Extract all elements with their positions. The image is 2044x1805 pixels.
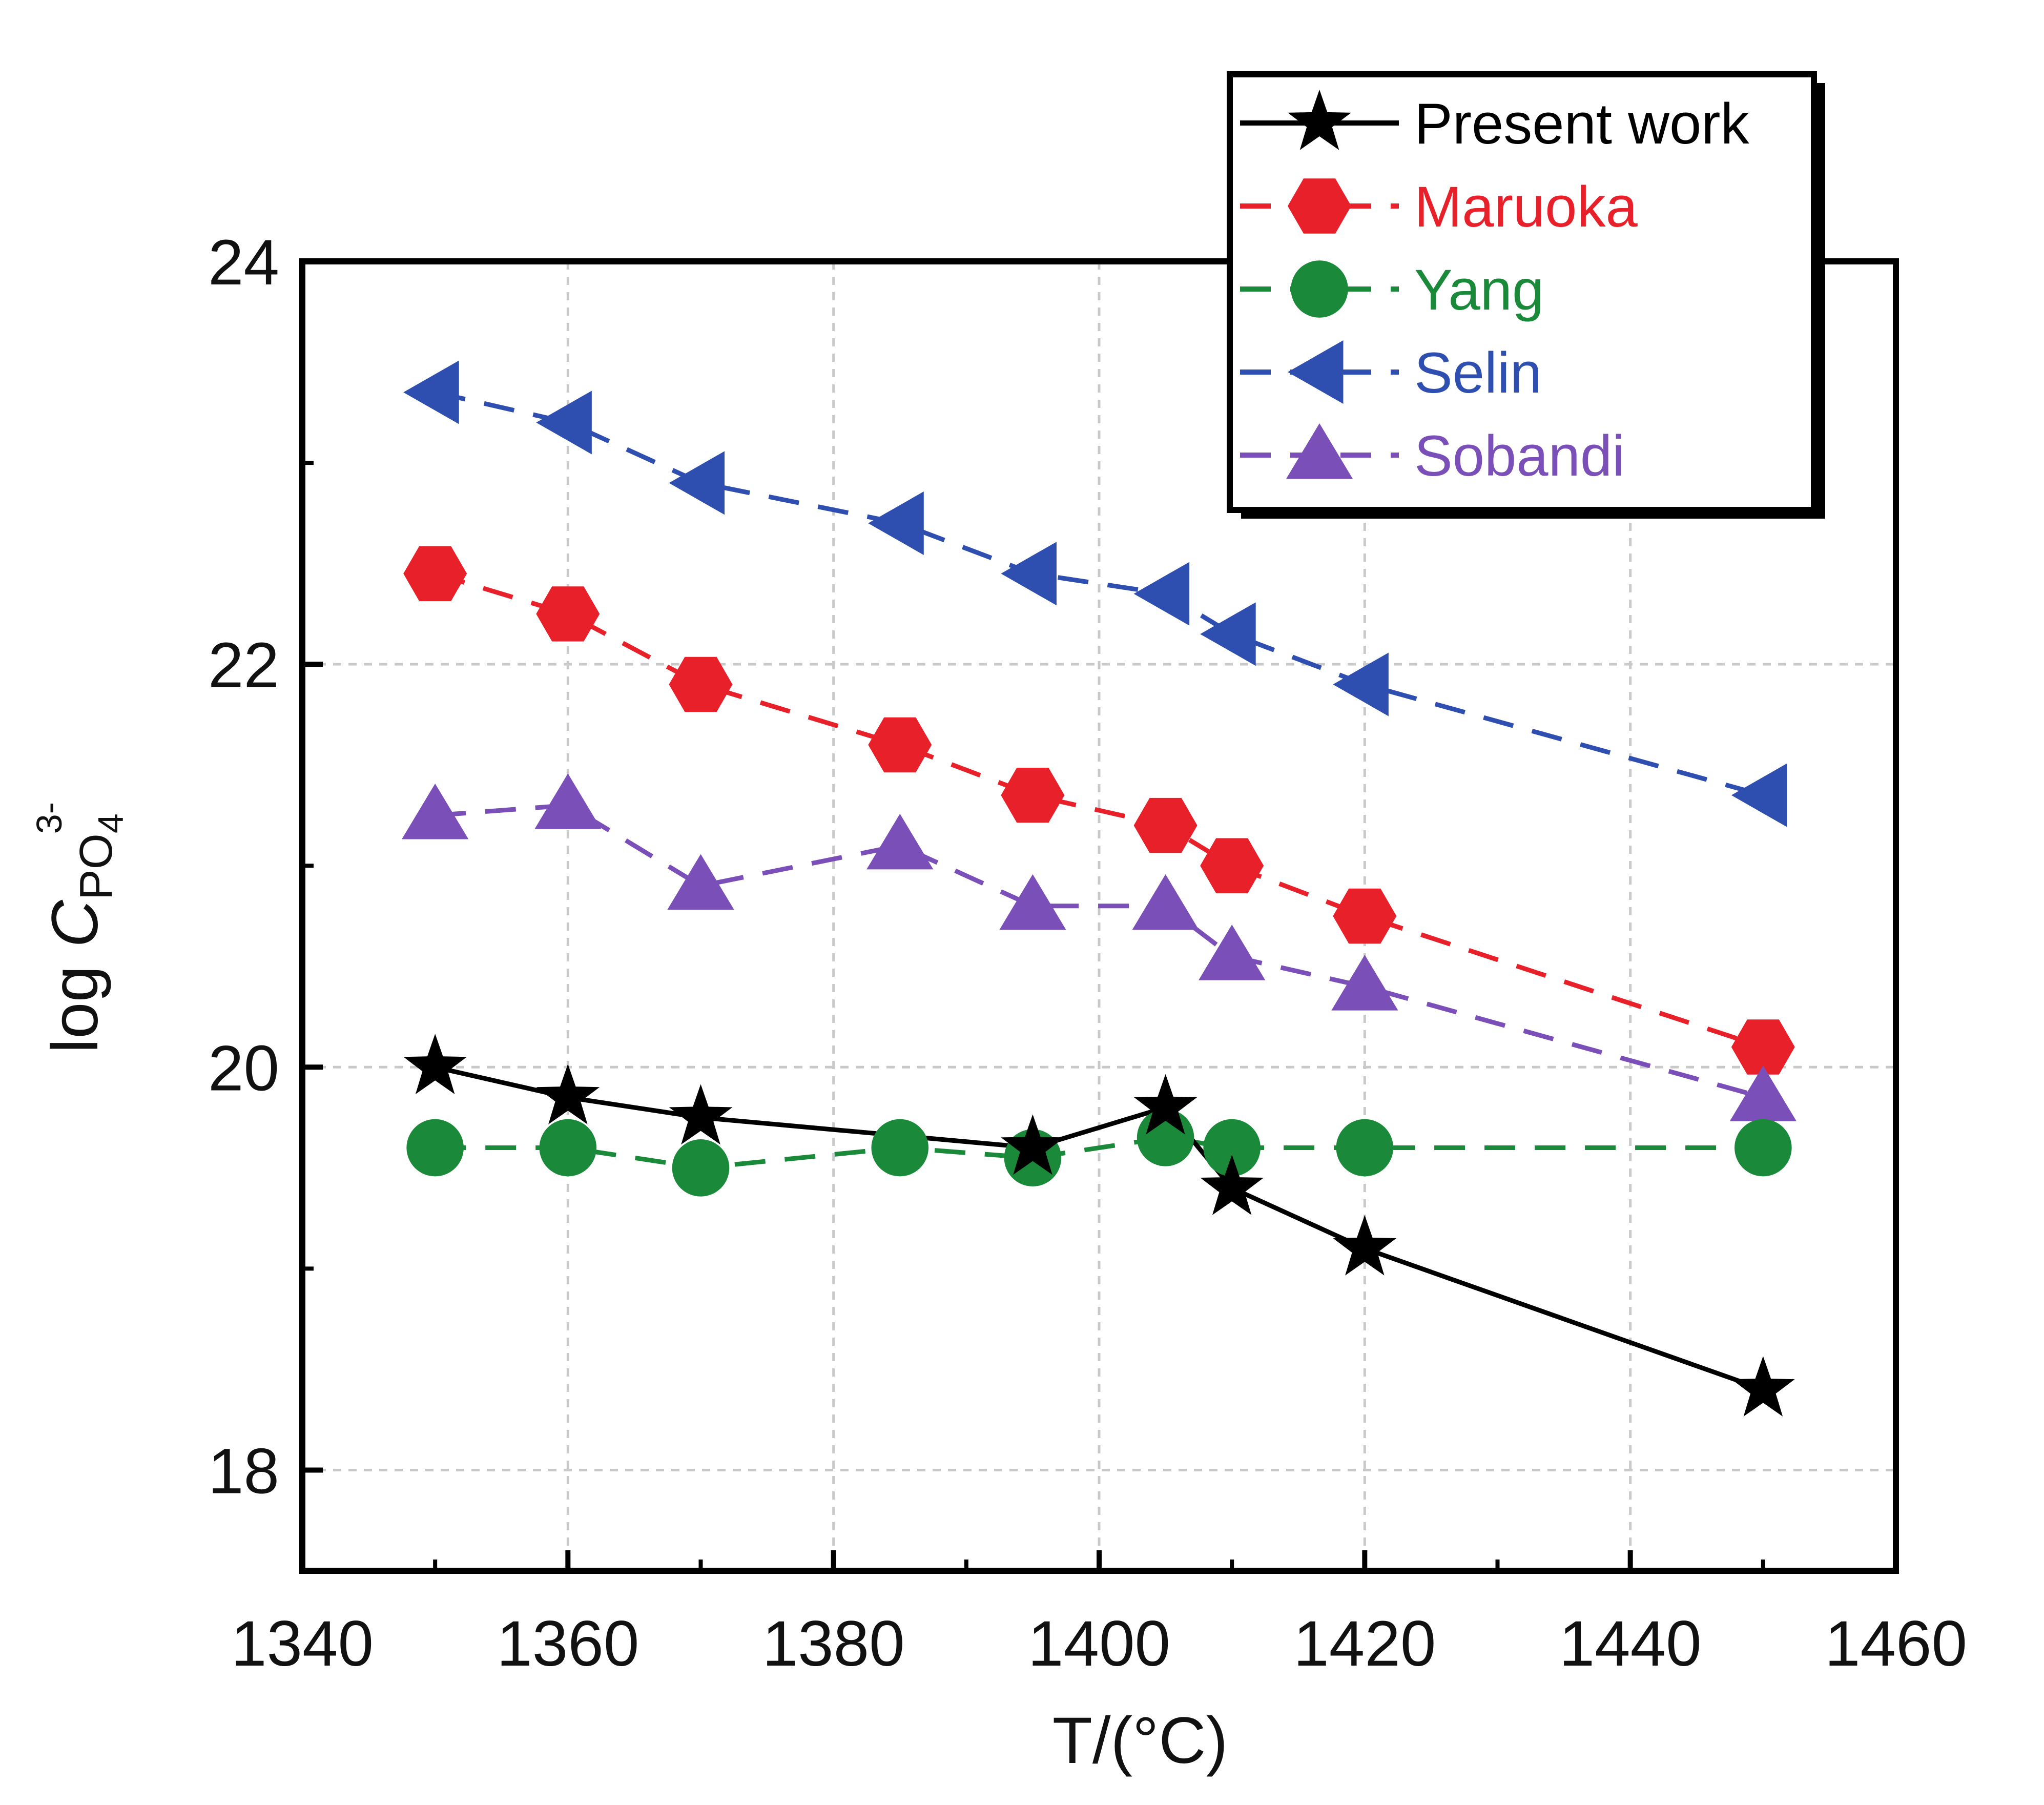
data-point-maruoka [1200,838,1264,893]
legend-marker-present-work [1288,89,1351,150]
data-point-sobandi [667,854,734,910]
legend-label: Present work [1414,92,1750,156]
data-point-yang [539,1119,597,1177]
data-point-maruoka [1333,888,1397,944]
x-tick-label: 1380 [762,1608,905,1679]
data-point-present-work [536,1064,600,1124]
data-point-present-work [1200,1155,1264,1215]
data-point-maruoka [868,717,932,773]
data-point-sobandi [534,773,602,829]
legend-item-maruoka: Maruoka [1240,175,1638,239]
data-point-present-work [1333,1215,1397,1276]
y-axis-title-prefix: log [38,948,112,1053]
y-axis-title-sub-index: 4 [91,813,131,833]
data-point-present-work [1731,1356,1795,1417]
series-markers [402,360,1797,1417]
axis-ticks [300,259,1898,1571]
data-point-selin [536,391,592,455]
data-point-sobandi [1199,925,1266,980]
legend-item-sobandi: Sobandi [1240,423,1625,488]
legend-item-selin: Selin [1240,340,1542,405]
data-point-present-work [1001,1114,1065,1175]
data-point-selin [1200,602,1256,666]
data-point-selin [868,491,924,555]
data-point-selin [1001,542,1057,606]
data-point-maruoka [403,546,467,601]
x-tick-label: 1360 [497,1608,639,1679]
x-tick-label: 1440 [1559,1608,1702,1679]
y-tick-label: 20 [208,1033,279,1104]
data-point-selin [669,451,725,515]
legend-item-present-work: Present work [1240,89,1750,156]
data-point-selin [403,360,459,424]
data-point-maruoka [1731,1019,1795,1075]
y-tick-label: 18 [208,1435,279,1507]
y-axis-title-subscript: PO [71,833,122,900]
data-point-sobandi [1132,874,1199,930]
data-point-yang [1735,1119,1792,1177]
legend-marker-sobandi [1286,423,1353,479]
x-tick-label: 1420 [1293,1608,1436,1679]
y-axis-title-symbol: C [38,899,112,948]
data-point-yang [672,1139,730,1197]
x-tick-label: 1460 [1825,1608,1967,1679]
data-point-selin [1731,763,1787,827]
y-tick-labels: 18 20 22 24 [208,227,279,1507]
y-tick-label: 24 [208,227,279,298]
data-point-selin [1133,562,1190,626]
data-point-sobandi [402,783,469,839]
data-point-sobandi [1729,1065,1797,1121]
data-point-maruoka [1133,797,1198,853]
data-point-present-work [669,1084,733,1145]
x-axis-title: T/(°C) [1052,1704,1228,1777]
legend-label: Sobandi [1414,424,1625,488]
legend-marker-selin [1288,340,1344,404]
legend-marker-maruoka [1288,178,1351,234]
legend: Present work Maruoka Yang Selin Sobandi [1227,71,1825,519]
x-tick-label: 1400 [1028,1608,1170,1679]
data-point-maruoka [669,657,733,712]
y-axis-title-text: log CPO4 3- [29,802,131,1053]
legend-marker-yang [1291,260,1348,318]
data-point-maruoka [536,586,600,642]
data-point-yang [1203,1119,1261,1177]
y-tick-label: 22 [208,630,279,701]
data-point-present-work [1133,1074,1198,1135]
data-point-maruoka [1001,768,1065,823]
y-axis-title-superscript: 3- [29,802,69,834]
data-point-selin [1333,652,1389,716]
data-point-sobandi [866,813,934,870]
data-point-yang [871,1119,929,1177]
x-tick-labels: 1340 1360 1380 1400 1420 1440 1460 [231,1608,1967,1679]
data-point-yang [406,1119,464,1177]
legend-item-yang: Yang [1240,258,1544,322]
series-line-yang [435,1135,1763,1171]
y-axis-title: log CPO4 3- [29,802,131,1053]
data-point-present-work [403,1034,467,1094]
x-tick-label: 1340 [231,1608,374,1679]
legend-label: Selin [1414,341,1542,405]
legend-label: Yang [1414,258,1544,322]
legend-label: Maruoka [1414,175,1638,239]
data-point-sobandi [1331,955,1398,1011]
data-point-yang [1336,1119,1394,1177]
data-point-sobandi [999,874,1066,930]
